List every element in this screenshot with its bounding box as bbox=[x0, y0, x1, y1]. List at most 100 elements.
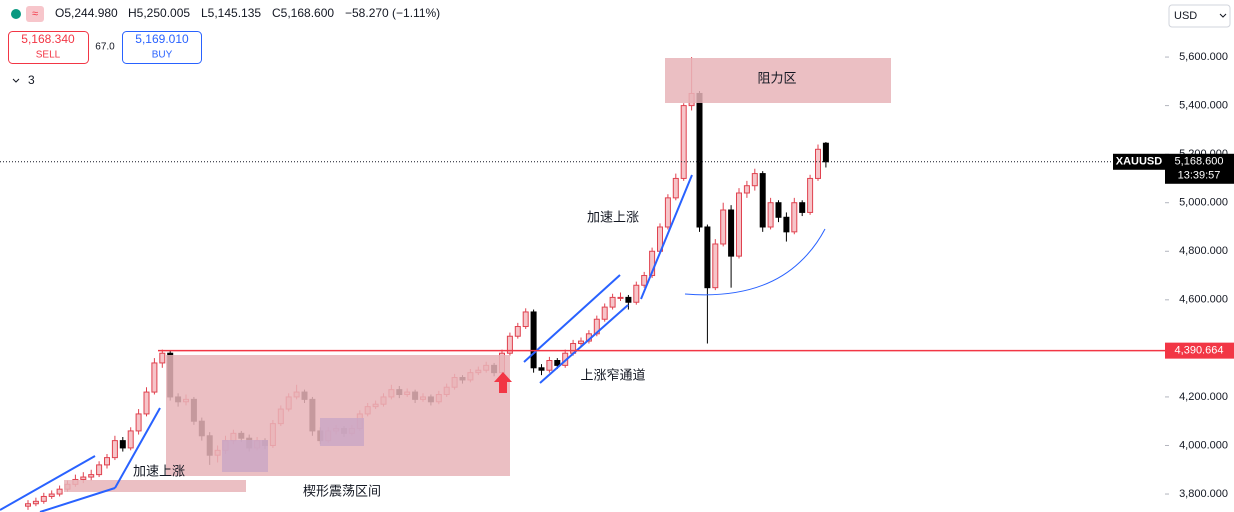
small-zone bbox=[222, 440, 268, 472]
candle-body bbox=[728, 209, 735, 257]
candle-body bbox=[127, 430, 134, 449]
candle-body bbox=[538, 367, 545, 371]
candle-body bbox=[578, 340, 584, 345]
arrow bbox=[494, 372, 512, 393]
axis-panel bbox=[1165, 0, 1234, 512]
annotation: 加速上涨 bbox=[133, 465, 185, 480]
y-tick-label: 5,000.000 bbox=[1179, 197, 1228, 209]
candle-body bbox=[736, 192, 742, 257]
candle-body bbox=[151, 362, 158, 393]
y-tick-label: 5,400.000 bbox=[1179, 100, 1228, 112]
candle-body bbox=[822, 142, 829, 163]
candle-body bbox=[546, 360, 553, 371]
candle-body bbox=[720, 209, 727, 245]
y-tick-label: 4,200.000 bbox=[1179, 391, 1228, 403]
buy-button[interactable] bbox=[122, 31, 202, 64]
candle-body bbox=[743, 185, 750, 194]
trend-line bbox=[539, 304, 629, 384]
currency-select[interactable] bbox=[1168, 4, 1231, 28]
level-label: 4,390.664 bbox=[1175, 345, 1224, 357]
wedge-zone bbox=[166, 355, 510, 476]
candle-body bbox=[664, 197, 671, 228]
candle-body bbox=[751, 173, 758, 187]
candle-body bbox=[759, 173, 766, 228]
symbol-label: XAUUSD bbox=[1116, 156, 1163, 168]
candle-body bbox=[712, 243, 719, 289]
trend-line bbox=[640, 174, 693, 300]
symbol-tag bbox=[1113, 153, 1165, 170]
candle-body bbox=[135, 413, 142, 432]
candle-body bbox=[514, 326, 521, 337]
ohlc-low: L5,145.135 bbox=[201, 6, 261, 20]
candle-body bbox=[775, 202, 782, 218]
candle-body bbox=[783, 216, 790, 233]
candle-body bbox=[633, 284, 640, 303]
candle-body bbox=[32, 500, 39, 505]
y-tick-label: 4,600.000 bbox=[1179, 294, 1228, 306]
trend-line bbox=[39, 487, 116, 512]
trend-line bbox=[523, 274, 621, 363]
buy-price: 5,169.010 bbox=[135, 32, 189, 46]
candle-body bbox=[641, 275, 648, 286]
status-dot bbox=[11, 9, 21, 19]
sell-price: 5,168.340 bbox=[21, 32, 75, 46]
price-label: 5,168.600 bbox=[1175, 156, 1224, 168]
y-tick-label: 4,800.000 bbox=[1179, 245, 1228, 257]
candle-body bbox=[601, 306, 608, 320]
price-tag bbox=[1165, 153, 1234, 184]
candle-body bbox=[119, 440, 126, 449]
sell-button[interactable] bbox=[8, 31, 89, 64]
candle-body bbox=[815, 148, 821, 179]
arc bbox=[684, 228, 826, 296]
y-tick-label: 3,800.000 bbox=[1179, 488, 1228, 500]
candle-body bbox=[80, 476, 87, 480]
candle-body bbox=[672, 177, 679, 199]
annotation: 上涨窄通道 bbox=[580, 368, 645, 384]
candle-body bbox=[143, 391, 150, 415]
ohlc-close: C5,168.600 bbox=[272, 6, 334, 20]
ohlc-change: −58.270 (−1.11%) bbox=[345, 6, 440, 20]
spread: 67.0 bbox=[95, 42, 115, 53]
candle-body bbox=[96, 464, 103, 476]
candle-body bbox=[88, 474, 95, 478]
annotation: 楔形震荡区间 bbox=[303, 485, 381, 500]
dropdown-icon bbox=[1219, 13, 1227, 18]
sell-label: SELL bbox=[36, 50, 61, 61]
accel-zone bbox=[64, 480, 246, 492]
currency: USD bbox=[1174, 10, 1197, 22]
y-tick-label: 4,000.000 bbox=[1179, 439, 1228, 451]
resistance-zone bbox=[665, 58, 891, 103]
candle-body bbox=[704, 226, 711, 289]
candle-body bbox=[522, 311, 529, 328]
indicator-count: 3 bbox=[28, 73, 35, 87]
candle-body bbox=[48, 493, 55, 497]
candle-body bbox=[799, 202, 806, 213]
candle-body bbox=[104, 457, 110, 466]
level-tag bbox=[1165, 342, 1234, 359]
ohlc-open: O5,244.980 bbox=[55, 6, 118, 20]
ohlc-high: H5,250.005 bbox=[128, 6, 190, 20]
candle-body bbox=[56, 488, 63, 495]
candle-body bbox=[506, 335, 513, 354]
candle-body bbox=[159, 352, 166, 364]
trend-line bbox=[114, 407, 161, 489]
buy-label: BUY bbox=[152, 50, 173, 61]
icon bbox=[26, 6, 44, 22]
candle-body bbox=[807, 177, 814, 213]
candle-body bbox=[111, 440, 118, 459]
candle-body bbox=[617, 296, 624, 299]
annotation: 阻力区 bbox=[757, 72, 796, 87]
candle-body bbox=[696, 92, 703, 228]
candle-body bbox=[530, 311, 537, 369]
candle-body bbox=[680, 105, 687, 179]
candle-body bbox=[25, 503, 31, 507]
y-tick-label: 5,600.000 bbox=[1179, 51, 1228, 63]
collapse-icon[interactable] bbox=[12, 78, 20, 83]
candle-body bbox=[791, 202, 798, 233]
candle-body bbox=[554, 360, 561, 366]
countdown: 13:39:57 bbox=[1178, 170, 1221, 182]
candle-body bbox=[625, 296, 632, 303]
small-zone bbox=[320, 418, 364, 446]
annotation: 加速上涨 bbox=[587, 211, 639, 226]
